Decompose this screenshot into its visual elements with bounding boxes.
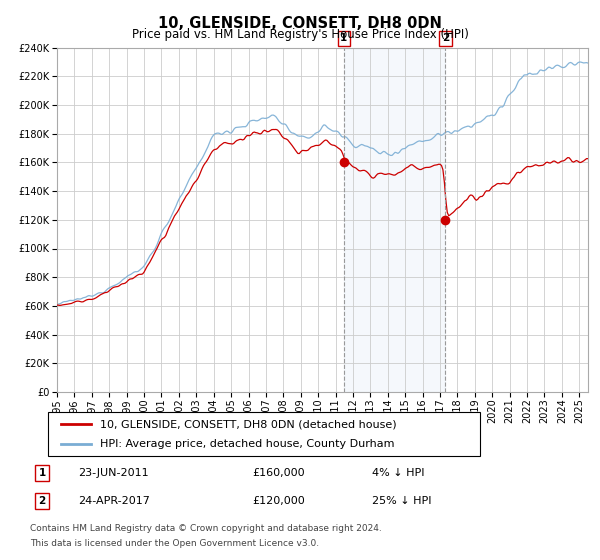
Text: Price paid vs. HM Land Registry's House Price Index (HPI): Price paid vs. HM Land Registry's House … xyxy=(131,28,469,41)
Text: HPI: Average price, detached house, County Durham: HPI: Average price, detached house, Coun… xyxy=(100,439,394,449)
FancyBboxPatch shape xyxy=(48,412,480,456)
Text: 25% ↓ HPI: 25% ↓ HPI xyxy=(372,496,431,506)
Text: 4% ↓ HPI: 4% ↓ HPI xyxy=(372,468,425,478)
Text: 10, GLENSIDE, CONSETT, DH8 0DN: 10, GLENSIDE, CONSETT, DH8 0DN xyxy=(158,16,442,31)
Text: 10, GLENSIDE, CONSETT, DH8 0DN (detached house): 10, GLENSIDE, CONSETT, DH8 0DN (detached… xyxy=(100,419,397,429)
Text: £160,000: £160,000 xyxy=(252,468,305,478)
Text: 1: 1 xyxy=(38,468,46,478)
Text: 24-APR-2017: 24-APR-2017 xyxy=(78,496,150,506)
Text: £120,000: £120,000 xyxy=(252,496,305,506)
Bar xyxy=(344,48,445,392)
Text: 1: 1 xyxy=(340,34,347,44)
Text: 2: 2 xyxy=(442,34,449,44)
Text: 23-JUN-2011: 23-JUN-2011 xyxy=(78,468,149,478)
Text: This data is licensed under the Open Government Licence v3.0.: This data is licensed under the Open Gov… xyxy=(30,539,319,548)
Text: Contains HM Land Registry data © Crown copyright and database right 2024.: Contains HM Land Registry data © Crown c… xyxy=(30,524,382,533)
Text: 2: 2 xyxy=(38,496,46,506)
